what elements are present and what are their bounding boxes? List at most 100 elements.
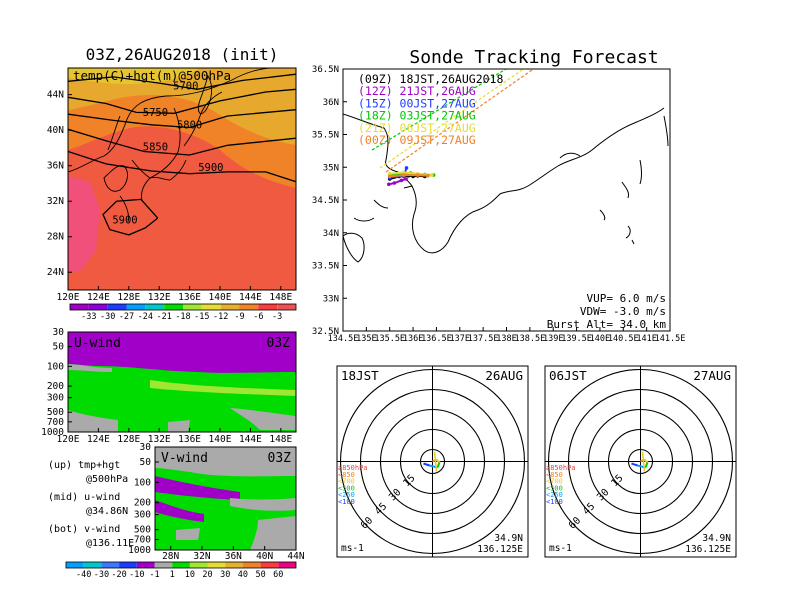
track-point: [399, 178, 404, 183]
v-y-tick-label: 30: [140, 442, 152, 453]
v-x-tick-label: 36N: [225, 551, 242, 562]
hodograph-ring-label: 30: [595, 487, 611, 503]
track-legend-entry: (21Z) 06JST,27AUG: [358, 121, 476, 135]
temp-colorbar-label: -6: [253, 312, 263, 322]
hodograph-time-label: 06JST: [549, 368, 587, 383]
track-series: [387, 166, 436, 187]
height-contour: [102, 198, 159, 236]
map-y-tick-label: 44N: [47, 90, 64, 101]
contour-label: 5900: [198, 162, 223, 174]
wind-colorbar-label: -40: [76, 570, 91, 580]
hodograph-unit-label: ms-1: [549, 543, 572, 554]
tracking-title: Sonde Tracking Forecast: [409, 47, 658, 68]
legend-bot-line1: (bot) v-wind: [48, 524, 120, 535]
track-point: [404, 166, 409, 170]
map-x-tick-label: 132E: [148, 292, 171, 303]
hodograph-frame: [544, 365, 737, 558]
wind-colorbar-swatch: [260, 562, 279, 568]
track-x-tick-label: 134.5E: [328, 334, 359, 344]
wind-colorbar-swatch: [172, 562, 190, 568]
v-x-tick-label: 44N: [287, 551, 304, 562]
hodograph-legend-entry: <250: [546, 491, 563, 499]
track-legend: (09Z) 18JST,26AUG2018(12Z) 21JST,26AUG(1…: [358, 72, 503, 147]
hodograph-trace: [644, 462, 649, 468]
track-point: [426, 174, 430, 178]
track-point: [404, 177, 408, 181]
hodograph-ring-label: 60: [359, 515, 375, 531]
v-y-tick-label: 500: [134, 525, 151, 536]
v-y-tick-label: 50: [140, 457, 152, 468]
temp-colorbar-swatch: [107, 304, 127, 310]
wind-colorbar-swatch: [278, 562, 296, 568]
height-contour: [68, 73, 296, 90]
track-y-tick-label: 35.5N: [312, 131, 339, 141]
legend-up-line2: @500hPa: [86, 474, 128, 485]
hodograph-date-label: 27AUG: [693, 368, 731, 383]
track-y-tick-label: 32.5N: [312, 327, 339, 337]
v-y-tick-label: 1000: [128, 545, 151, 556]
hodograph-legend-entry: <850: [338, 471, 355, 479]
wind-colorbar-swatch: [242, 562, 261, 568]
track-y-tick-label: 33.5N: [312, 262, 339, 272]
temp-colorbar-label: -30: [100, 312, 115, 322]
u-y-tick-label: 300: [47, 393, 64, 404]
track-point: [387, 172, 392, 176]
wind-colorbar-swatch: [154, 562, 173, 568]
track-y-ticks: 32.5N 33N 33.5N 34N 34.5N 35N 35.5N 36N 36.5N: [312, 65, 347, 337]
tracking-plot: [343, 69, 670, 331]
u-wind-title: U-wind: [74, 336, 121, 351]
wind-colorbar-swatch: [66, 562, 84, 568]
u-wind-x-ticks: 120E 124E 128E 132E 136E 140E 144E 148E: [57, 428, 293, 445]
map-x-tick-label: 128E: [117, 292, 140, 303]
u-y-tick-label: 50: [53, 342, 65, 353]
map-y-ticks: 24N 28N 32N 36N 40N 44N: [47, 90, 72, 278]
track-x-tick-label: 141E: [636, 334, 656, 344]
track-x-tick-label: 137E: [450, 334, 470, 344]
track-x-tick-label: 135.5E: [374, 334, 405, 344]
track-x-tick-label: 139.5E: [561, 334, 592, 344]
wind-colorbar-label: 20: [202, 570, 212, 580]
track-green-direction: [371, 69, 508, 151]
map-x-tick-label: 144E: [239, 292, 262, 303]
temp-colorbar-label: -3: [272, 312, 282, 322]
hodograph-legend-entry: ≥850hPa: [546, 464, 576, 472]
hodograph-frame: [336, 365, 529, 558]
wind-colorbar-swatch: [83, 562, 102, 568]
wind-colorbar-label: 10: [185, 570, 195, 580]
hodograph-lon-label: 136.125E: [477, 544, 523, 555]
u-x-tick-label: 144E: [239, 434, 262, 445]
track-x-tick-label: 137.5E: [468, 334, 499, 344]
wind-colorbar-swatch: [207, 562, 226, 568]
track-coastlines: [343, 107, 669, 263]
track-legend-entry: (15Z) 00JST,27AUG: [358, 96, 476, 110]
coastlines: [68, 68, 273, 223]
vup-label: VUP= 6.0 m/s: [587, 292, 666, 305]
track-x-tick-label: 141.5E: [655, 334, 686, 344]
hodograph-ring-label: 30: [387, 487, 403, 503]
temp-colorbar-label: -21: [156, 312, 171, 322]
track-legend-entry: (18Z) 03JST,27AUG: [358, 109, 476, 123]
track-line: [389, 171, 432, 177]
wind-colorbar-label: -30: [94, 570, 109, 580]
burst-alt-label: Burst Alt= 34.0 km: [547, 318, 667, 331]
wind-colorbar-label: 40: [238, 570, 248, 580]
track-x-tick-label: 139E: [543, 334, 563, 344]
temp-colorbar-swatch: [277, 304, 296, 310]
vdw-label: VDW= -3.0 m/s: [580, 305, 666, 318]
map-contour-labels: 5700 5750 5800 5850 5900 5900: [112, 80, 223, 226]
temp-colorbar-swatch: [88, 304, 108, 310]
wind-colorbar-label: 60: [273, 570, 283, 580]
map-frame: [67, 67, 297, 291]
track-y-tick-label: 33N: [323, 294, 339, 304]
u-y-tick-label: 200: [47, 381, 64, 392]
wind-colorbar-swatch: [189, 562, 208, 568]
u-x-tick-label: 132E: [148, 434, 171, 445]
hodograph-legend-entry: ≥850hPa: [338, 464, 368, 472]
track-point: [401, 170, 406, 175]
temp-colorbar-label: -15: [194, 312, 209, 322]
u-y-tick-label: 700: [47, 417, 64, 428]
